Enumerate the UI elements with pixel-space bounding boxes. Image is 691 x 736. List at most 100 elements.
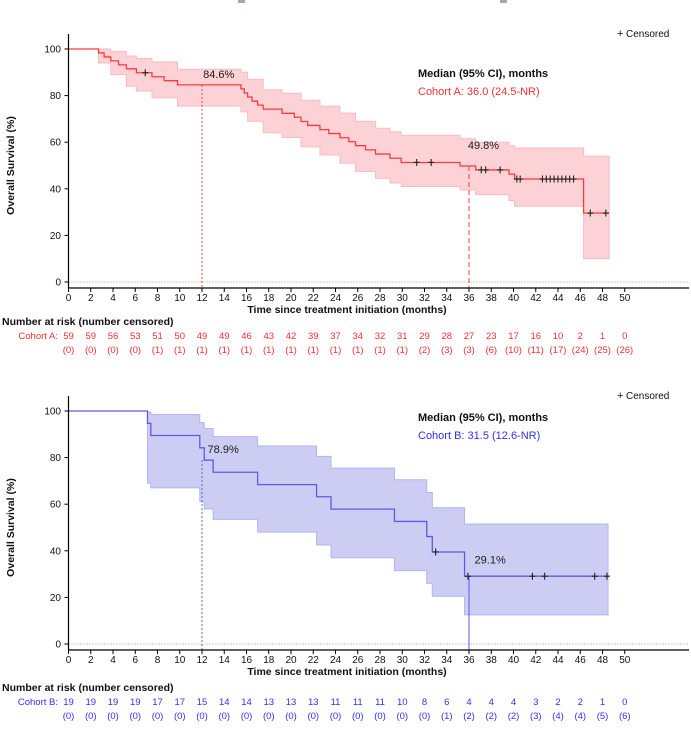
risk-censored-count: (4)	[574, 711, 587, 722]
risk-censored-count: (17)	[549, 345, 567, 356]
risk-count: 13	[263, 697, 275, 708]
x-tick-label: 46	[575, 655, 587, 666]
risk-count: 59	[85, 331, 97, 342]
x-tick-label: 32	[419, 293, 431, 304]
risk-censored-count: (1)	[262, 345, 275, 356]
risk-count: 17	[174, 697, 186, 708]
median-annotation-header: Median (95% CI), months	[418, 412, 548, 424]
risk-count: 14	[218, 697, 230, 708]
x-tick-label: 4	[110, 293, 116, 304]
risk-censored-count: (0)	[329, 711, 342, 722]
risk-censored-count: (1)	[396, 345, 409, 356]
risk-censored-count: (24)	[571, 345, 589, 356]
x-tick-label: 22	[308, 655, 320, 666]
censor-marks	[142, 69, 609, 217]
risk-censored-count: (0)	[107, 345, 119, 356]
risk-count: 59	[63, 331, 74, 342]
y-tick-label: 80	[50, 453, 62, 464]
risk-count: 14	[241, 697, 252, 708]
x-tick-label: 26	[352, 293, 364, 304]
x-tick-label: 50	[619, 655, 631, 666]
risk-count: 0	[622, 697, 628, 708]
x-tick-label: 10	[174, 655, 186, 666]
x-tick-label: 20	[285, 655, 297, 666]
y-tick-label: 20	[50, 593, 62, 604]
y-tick-label: 0	[55, 640, 61, 651]
x-tick-label: 26	[352, 655, 364, 666]
landmark-label: 78.9%	[208, 444, 239, 456]
x-tick-label: 12	[196, 293, 208, 304]
x-tick-label: 8	[155, 655, 161, 666]
landmark-label: 49.8%	[468, 140, 499, 152]
clipped-title-remnant	[500, 0, 507, 3]
risk-censored-count: (1)	[240, 345, 253, 356]
risk-censored-count: (3)	[440, 345, 453, 356]
risk-censored-count: (0)	[129, 345, 142, 356]
x-tick-label: 48	[597, 293, 609, 304]
risk-censored-count: (11)	[527, 345, 544, 356]
x-tick-label: 42	[530, 655, 542, 666]
risk-row-label: Cohort A:	[18, 331, 58, 342]
risk-censored-count: (2)	[463, 711, 475, 722]
risk-censored-count: (2)	[418, 345, 431, 356]
x-tick-label: 6	[132, 655, 138, 666]
risk-count: 8	[421, 697, 428, 708]
x-tick-label: 28	[374, 293, 386, 304]
risk-count: 16	[530, 331, 542, 342]
clipped-title-remnant	[238, 0, 245, 3]
risk-count: 10	[552, 331, 564, 342]
risk-censored-count: (0)	[173, 711, 186, 722]
x-tick-label: 48	[597, 655, 609, 666]
risk-censored-count: (1)	[151, 345, 164, 356]
x-tick-label: 12	[196, 655, 208, 666]
risk-censored-count: (0)	[418, 711, 431, 722]
risk-count: 32	[374, 331, 386, 342]
risk-count: 1	[599, 331, 606, 342]
x-tick-label: 2	[88, 293, 94, 304]
risk-count: 6	[444, 697, 450, 708]
risk-count: 37	[330, 331, 341, 342]
y-tick-label: 0	[55, 278, 61, 289]
risk-count: 2	[555, 697, 561, 708]
risk-count: 56	[107, 331, 119, 342]
risk-censored-count: (1)	[440, 711, 453, 722]
y-tick-label: 20	[50, 231, 62, 242]
risk-censored-count: (4)	[552, 711, 564, 722]
risk-censored-count: (10)	[505, 345, 522, 356]
y-tick-label: 100	[44, 45, 61, 56]
risk-count: 53	[129, 331, 141, 342]
risk-count: 17	[152, 697, 163, 708]
x-tick-label: 16	[241, 293, 253, 304]
x-tick-label: 0	[66, 655, 72, 666]
risk-censored-count: (0)	[307, 711, 320, 722]
risk-count: 19	[63, 697, 74, 708]
x-tick-label: 40	[508, 293, 520, 304]
risk-count: 1	[599, 697, 606, 708]
x-tick-label: 28	[374, 655, 386, 666]
risk-censored-count: (5)	[596, 711, 609, 722]
censored-legend-label: Censored	[626, 391, 669, 402]
risk-count: 51	[152, 331, 163, 342]
confidence-band	[146, 411, 609, 616]
risk-count: 4	[510, 697, 517, 708]
risk-censored-count: (0)	[218, 711, 231, 722]
risk-censored-count: (0)	[351, 711, 364, 722]
x-tick-label: 22	[308, 293, 320, 304]
risk-count: 13	[285, 697, 297, 708]
risk-count: 19	[85, 697, 97, 708]
risk-censored-count: (2)	[507, 711, 520, 722]
y-tick-label: 60	[50, 500, 62, 511]
risk-count: 49	[218, 331, 230, 342]
risk-censored-count: (0)	[285, 711, 297, 722]
y-tick-label: 60	[50, 138, 62, 149]
x-tick-label: 8	[155, 293, 161, 304]
risk-count: 50	[174, 331, 186, 342]
risk-count: 0	[622, 331, 628, 342]
x-tick-label: 36	[463, 655, 475, 666]
risk-censored-count: (0)	[374, 711, 386, 722]
risk-censored-count: (26)	[616, 345, 634, 356]
x-tick-label: 34	[441, 293, 453, 304]
